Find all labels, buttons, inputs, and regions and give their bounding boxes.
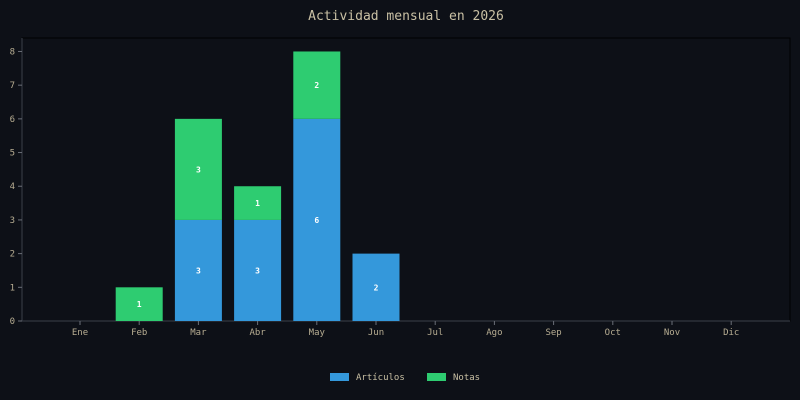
bar-value-label: 1	[137, 300, 142, 309]
y-tick-label: 8	[10, 47, 15, 57]
bar-notas-feb	[115, 287, 163, 321]
bar-notas-may	[293, 51, 341, 119]
chart-title: Actividad mensual en 2026	[308, 9, 504, 24]
bar-value-label: 2	[314, 81, 319, 90]
bar-value-label: 6	[314, 216, 319, 225]
legend-label: Notas	[453, 373, 480, 383]
legend: Artículos Notas	[330, 373, 480, 383]
bar-value-label: 1	[255, 199, 260, 208]
plot-frame	[21, 37, 791, 322]
bar-articulos-abr	[234, 219, 282, 321]
legend-swatch	[427, 373, 446, 381]
x-tick-label: Dic	[723, 328, 739, 338]
bar-value-label: 2	[374, 283, 379, 292]
y-tick-label: 4	[10, 182, 15, 192]
x-tick-label: Nov	[664, 328, 680, 338]
y-tick-label: 5	[10, 149, 15, 159]
y-tick-label: 3	[10, 216, 15, 226]
bar-value-label: 3	[196, 266, 201, 275]
legend-swatch	[330, 373, 349, 381]
bar-notas-mar	[174, 118, 222, 220]
x-tick-label: Jul	[427, 328, 443, 338]
bar-notas-abr	[234, 186, 282, 220]
x-axis-ticks: Ene Feb Mar Abr May Jun Jul Ago Sep Oct Nov Dic	[72, 321, 739, 338]
bars-group: 3 3 6 2 1 3 1 2	[115, 51, 400, 321]
y-axis-ticks: 0 1 2 3 4 5 6 7 8	[10, 47, 22, 327]
y-tick-label: 0	[10, 317, 15, 327]
y-tick-label: 2	[10, 250, 15, 260]
y-tick-label: 1	[10, 283, 15, 293]
bar-articulos-jun	[352, 253, 400, 321]
y-tick-label: 7	[10, 81, 15, 91]
bar-articulos-may	[293, 118, 341, 321]
x-tick-label: Jun	[368, 328, 384, 338]
x-tick-label: Ene	[72, 328, 88, 338]
x-tick-label: Mar	[190, 328, 207, 338]
x-tick-label: Abr	[249, 328, 266, 338]
y-tick-label: 6	[10, 115, 15, 125]
bar-value-label: 3	[196, 165, 201, 174]
bar-articulos-mar	[174, 219, 222, 321]
x-tick-label: Feb	[131, 328, 147, 338]
bar-value-label: 3	[255, 266, 260, 275]
x-tick-label: Sep	[545, 328, 561, 338]
x-tick-label: Oct	[605, 328, 621, 338]
x-tick-label: May	[309, 328, 326, 338]
legend-label: Artículos	[356, 373, 405, 383]
x-tick-label: Ago	[486, 328, 502, 338]
